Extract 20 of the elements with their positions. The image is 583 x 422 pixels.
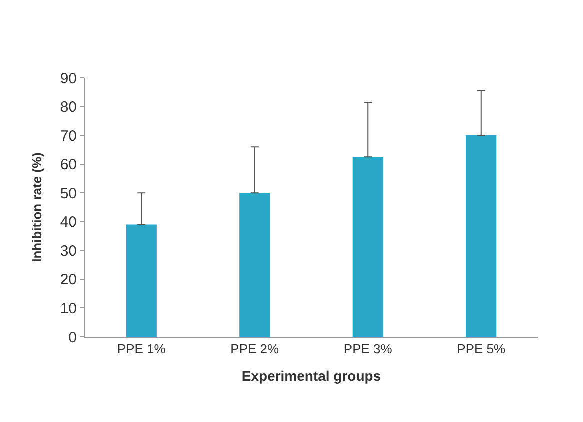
y-tick-label: 50 — [60, 185, 77, 202]
x-tick-label: PPE 2% — [230, 342, 280, 357]
bar — [352, 157, 384, 337]
y-tick-label: 30 — [60, 242, 77, 260]
y-tick-label: 80 — [60, 99, 77, 116]
y-tick-label: 90 — [60, 70, 77, 88]
bar — [126, 224, 157, 337]
bar — [466, 136, 497, 337]
y-tick-label: 0 — [68, 329, 77, 346]
y-tick-label: 60 — [60, 156, 77, 174]
y-tick-label: 10 — [60, 300, 77, 318]
x-axis-title: Experimental groups — [242, 368, 382, 384]
y-tick-label: 20 — [60, 272, 77, 289]
y-axis-title: Inhibition rate (%) — [29, 152, 44, 262]
x-tick-label: PPE 5% — [457, 342, 506, 357]
bar — [240, 193, 270, 337]
y-tick-label: 40 — [60, 214, 77, 232]
y-tick-label: 70 — [60, 128, 77, 145]
x-tick-label: PPE 1% — [117, 342, 166, 357]
x-tick-label: PPE 3% — [344, 342, 393, 357]
